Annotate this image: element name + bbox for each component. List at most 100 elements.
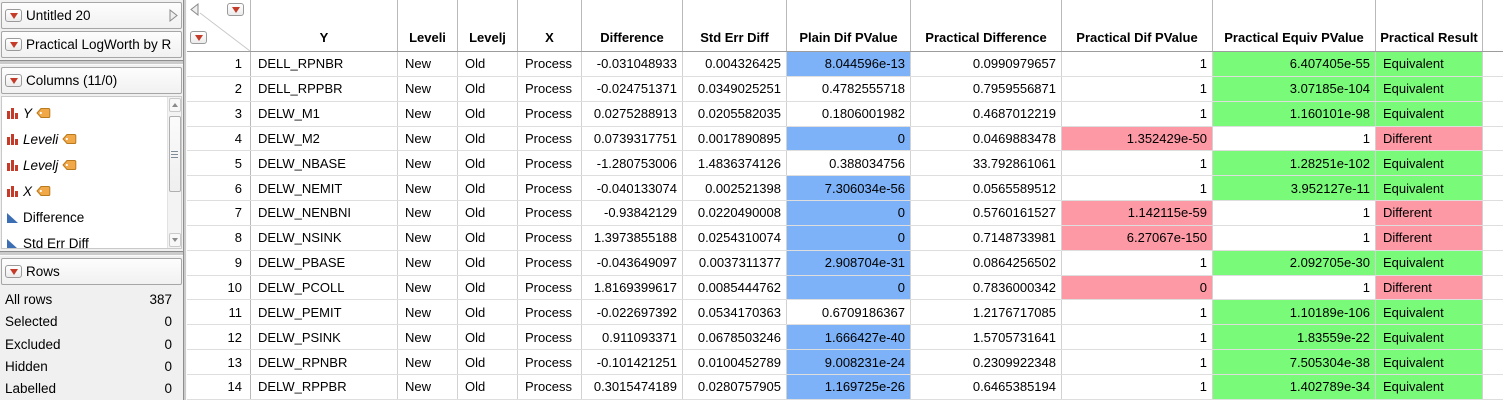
cell-difference[interactable]: -0.043649097	[582, 250, 683, 275]
cell-practical_equiv_pvalue[interactable]: 1	[1213, 275, 1376, 300]
cell-x[interactable]: Process	[518, 374, 582, 399]
cell-practical_result[interactable]: Different	[1376, 201, 1483, 225]
cell-practical_dif_pvalue[interactable]: 0	[1062, 275, 1213, 300]
red-triangle-menu-button[interactable]	[5, 38, 22, 51]
cell-leveli[interactable]: New	[398, 52, 458, 76]
cell-practical_dif_pvalue[interactable]: 1	[1062, 250, 1213, 275]
cell-leveli[interactable]: New	[398, 126, 458, 151]
cell-levelj[interactable]: Old	[458, 176, 518, 201]
cell-leveli[interactable]: New	[398, 325, 458, 350]
cell-std_err_diff[interactable]: 0.0220490008	[683, 201, 787, 225]
column-header-practical_dif_pvalue[interactable]: Practical Dif PValue	[1062, 0, 1213, 51]
cell-plain_dif_pvalue[interactable]: 0.6709186367	[787, 300, 911, 325]
cell-leveli[interactable]: New	[398, 151, 458, 176]
columns-list-item[interactable]: Difference	[2, 204, 167, 230]
cell-plain_dif_pvalue[interactable]: 0.1806001982	[787, 101, 911, 126]
cell-practical_equiv_pvalue[interactable]: 2.092705e-30	[1213, 250, 1376, 275]
red-triangle-menu-button[interactable]	[5, 9, 22, 22]
columns-scrollbar[interactable]	[167, 97, 181, 249]
cell-y[interactable]: DELW_NENBNI	[251, 201, 398, 225]
cell-practical_result[interactable]: Equivalent	[1376, 76, 1483, 101]
cell-difference[interactable]: -1.280753006	[582, 151, 683, 176]
cell-practical_result[interactable]: Equivalent	[1376, 350, 1483, 374]
cell-practical_difference[interactable]: 0.5760161527	[911, 201, 1062, 225]
columns-list-item[interactable]: Leveli	[2, 126, 167, 152]
cell-levelj[interactable]: Old	[458, 126, 518, 151]
cell-difference[interactable]: 0.3015474189	[582, 374, 683, 399]
columns-list-item[interactable]: Levelj	[2, 152, 167, 178]
cell-y[interactable]: DELW_PCOLL	[251, 275, 398, 300]
table-row[interactable]: 5 DELW_NBASE New Old Process -1.280753006 1.48…	[187, 151, 1503, 177]
cell-practical_result[interactable]: Equivalent	[1376, 374, 1483, 399]
panel-divider[interactable]	[0, 251, 183, 257]
cell-std_err_diff[interactable]: 0.004326425	[683, 52, 787, 76]
cell-practical_dif_pvalue[interactable]: 1	[1062, 176, 1213, 201]
cell-practical_difference[interactable]: 1.2176717085	[911, 300, 1062, 325]
column-header-practical_difference[interactable]: Practical Difference	[911, 0, 1062, 51]
cell-y[interactable]: DELW_PSINK	[251, 325, 398, 350]
cell-practical_equiv_pvalue[interactable]: 1.402789e-34	[1213, 374, 1376, 399]
cell-levelj[interactable]: Old	[458, 300, 518, 325]
cell-leveli[interactable]: New	[398, 201, 458, 225]
cell-leveli[interactable]: New	[398, 250, 458, 275]
cell-plain_dif_pvalue[interactable]: 2.908704e-31	[787, 250, 911, 275]
cell-practical_difference[interactable]: 0.0565589512	[911, 176, 1062, 201]
row-number[interactable]: 8	[187, 225, 251, 250]
cell-std_err_diff[interactable]: 0.0100452789	[683, 350, 787, 374]
cell-practical_equiv_pvalue[interactable]: 1.10189e-106	[1213, 300, 1376, 325]
cell-plain_dif_pvalue[interactable]: 0.4782555718	[787, 76, 911, 101]
cell-practical_difference[interactable]: 0.2309922348	[911, 350, 1062, 374]
cell-practical_result[interactable]: Different	[1376, 275, 1483, 300]
cell-leveli[interactable]: New	[398, 225, 458, 250]
table-row[interactable]: 13 DELW_RPNBR New Old Process -0.101421251 0.0…	[187, 350, 1503, 375]
cell-y[interactable]: DELW_PBASE	[251, 250, 398, 275]
cell-levelj[interactable]: Old	[458, 275, 518, 300]
cell-std_err_diff[interactable]: 0.0037311377	[683, 250, 787, 275]
scroll-down-button[interactable]	[168, 233, 181, 248]
cell-levelj[interactable]: Old	[458, 201, 518, 225]
cell-y[interactable]: DELW_M1	[251, 101, 398, 126]
column-header-practical_result[interactable]: Practical Result	[1376, 0, 1483, 51]
cell-leveli[interactable]: New	[398, 350, 458, 374]
cell-plain_dif_pvalue[interactable]: 0.388034756	[787, 151, 911, 176]
table-row[interactable]: 3 DELW_M1 New Old Process 0.0275288913 0.02055…	[187, 101, 1503, 127]
cell-x[interactable]: Process	[518, 201, 582, 225]
columns-list-item[interactable]: Std Err Diff	[2, 230, 167, 249]
cell-practical_dif_pvalue[interactable]: 1	[1062, 101, 1213, 126]
table-row[interactable]: 9 DELW_PBASE New Old Process -0.043649097 0.00…	[187, 250, 1503, 276]
cell-difference[interactable]: 0.0739317751	[582, 126, 683, 151]
table-row[interactable]: 2 DELL_RPPBR New Old Process -0.024751371 0.03…	[187, 76, 1503, 102]
cell-y[interactable]: DELW_NBASE	[251, 151, 398, 176]
column-header-x[interactable]: X	[518, 0, 582, 51]
cell-difference[interactable]: -0.022697392	[582, 300, 683, 325]
cell-std_err_diff[interactable]: 0.0280757905	[683, 374, 787, 399]
columns-list-item[interactable]: Y	[2, 100, 167, 126]
cell-difference[interactable]: -0.040133074	[582, 176, 683, 201]
table-row[interactable]: 6 DELW_NEMIT New Old Process -0.040133074 0.00…	[187, 176, 1503, 202]
cell-x[interactable]: Process	[518, 225, 582, 250]
cell-y[interactable]: DELW_RPNBR	[251, 350, 398, 374]
collapse-panel-icon[interactable]	[190, 2, 200, 21]
cell-difference[interactable]: -0.93842129	[582, 201, 683, 225]
cell-leveli[interactable]: New	[398, 300, 458, 325]
column-header-y[interactable]: Y	[251, 0, 398, 51]
cell-y[interactable]: DELL_RPPBR	[251, 76, 398, 101]
row-number[interactable]: 6	[187, 176, 251, 201]
sidebar-splitter[interactable]	[183, 0, 187, 400]
column-header-difference[interactable]: Difference	[582, 0, 683, 51]
cell-std_err_diff[interactable]: 0.0678503246	[683, 325, 787, 350]
cell-practical_equiv_pvalue[interactable]: 1.28251e-102	[1213, 151, 1376, 176]
table-script-item[interactable]: Practical LogWorth by R	[1, 31, 182, 58]
cell-difference[interactable]: 0.0275288913	[582, 101, 683, 126]
cell-practical_result[interactable]: Different	[1376, 225, 1483, 250]
row-number[interactable]: 11	[187, 300, 251, 325]
cell-levelj[interactable]: Old	[458, 76, 518, 101]
cell-leveli[interactable]: New	[398, 374, 458, 399]
cell-x[interactable]: Process	[518, 275, 582, 300]
row-number[interactable]: 13	[187, 350, 251, 374]
cell-y[interactable]: DELW_PEMIT	[251, 300, 398, 325]
columns-panel-header[interactable]: Columns (11/0)	[1, 67, 182, 94]
cell-y[interactable]: DELW_RPPBR	[251, 374, 398, 399]
columns-menu-button[interactable]	[227, 3, 244, 16]
cell-std_err_diff[interactable]: 0.0017890895	[683, 126, 787, 151]
